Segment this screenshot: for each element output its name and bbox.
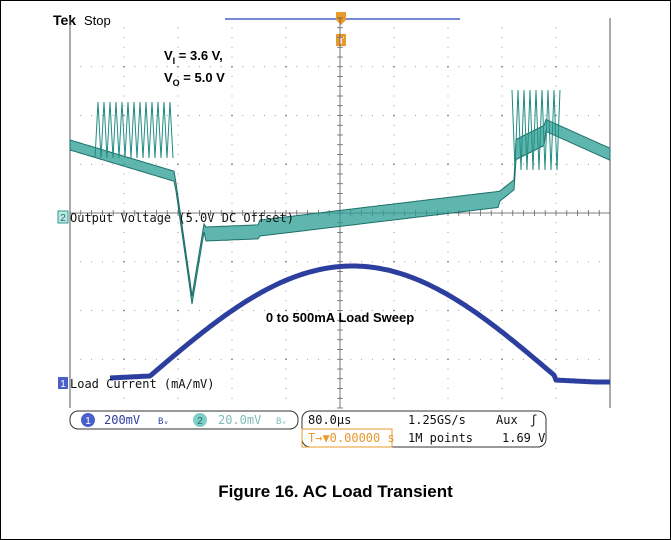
timebase: 80.0µs bbox=[308, 413, 351, 427]
output-voltage-label: VO = 5.0 V bbox=[164, 70, 225, 88]
ch2-scale: 20.0mV bbox=[218, 413, 261, 427]
status-bar: 1 200mV Bᵥ 2 20.0mV Bᵥ 80.0µs 1.25GS/s A… bbox=[69, 410, 547, 448]
trigger-source: Aux bbox=[496, 413, 518, 427]
load-sweep-annotation: 0 to 500mA Load Sweep bbox=[266, 310, 414, 325]
load-current-trace bbox=[109, 263, 611, 385]
trigger-position: T→▼0.00000 s bbox=[308, 431, 395, 445]
svg-text:2: 2 bbox=[60, 213, 66, 224]
ch1-ground-marker[interactable]: 1 bbox=[58, 377, 68, 390]
ch1-indicator bbox=[81, 413, 95, 427]
ch2-ground-marker[interactable]: 2 bbox=[57, 210, 69, 224]
acquisition-status: Stop bbox=[84, 13, 111, 28]
svg-text:1: 1 bbox=[85, 416, 91, 427]
ch1-bw-limit: Bᵥ bbox=[158, 417, 169, 427]
ch2-indicator bbox=[193, 413, 207, 427]
brand-logo: Tek bbox=[53, 12, 76, 28]
ch2-label: Output Voltage (5.0V DC Offset) bbox=[70, 211, 294, 225]
trigger-position-box bbox=[301, 428, 393, 448]
trigger-level: 1.69 V bbox=[502, 431, 545, 445]
vertical-settings-box bbox=[69, 410, 299, 430]
ch1-label: Load Current (mA/mV) bbox=[70, 377, 215, 391]
ch2-bw-limit: Bᵥ bbox=[276, 417, 287, 427]
trigger-slope: ʃ bbox=[530, 413, 537, 427]
svg-text:T: T bbox=[338, 36, 344, 47]
svg-text:1: 1 bbox=[60, 379, 66, 390]
record-length: 1M points bbox=[408, 431, 473, 445]
output-voltage-ripple bbox=[94, 89, 561, 171]
trigger-position-marker[interactable]: T bbox=[336, 12, 346, 47]
oscilloscope-display: Tek Stop T VI = 3.6 V, VO = 5.0 V 2 Outp… bbox=[53, 12, 611, 448]
ch1-scale: 200mV bbox=[104, 413, 140, 427]
figure-caption: Figure 16. AC Load Transient bbox=[218, 482, 453, 501]
test-conditions: VI = 3.6 V, VO = 5.0 V bbox=[164, 48, 225, 88]
output-voltage-trace bbox=[69, 118, 611, 305]
sample-rate: 1.25GS/s bbox=[408, 413, 466, 427]
svg-text:2: 2 bbox=[197, 416, 203, 427]
input-voltage-label: VI = 3.6 V, bbox=[164, 48, 223, 66]
